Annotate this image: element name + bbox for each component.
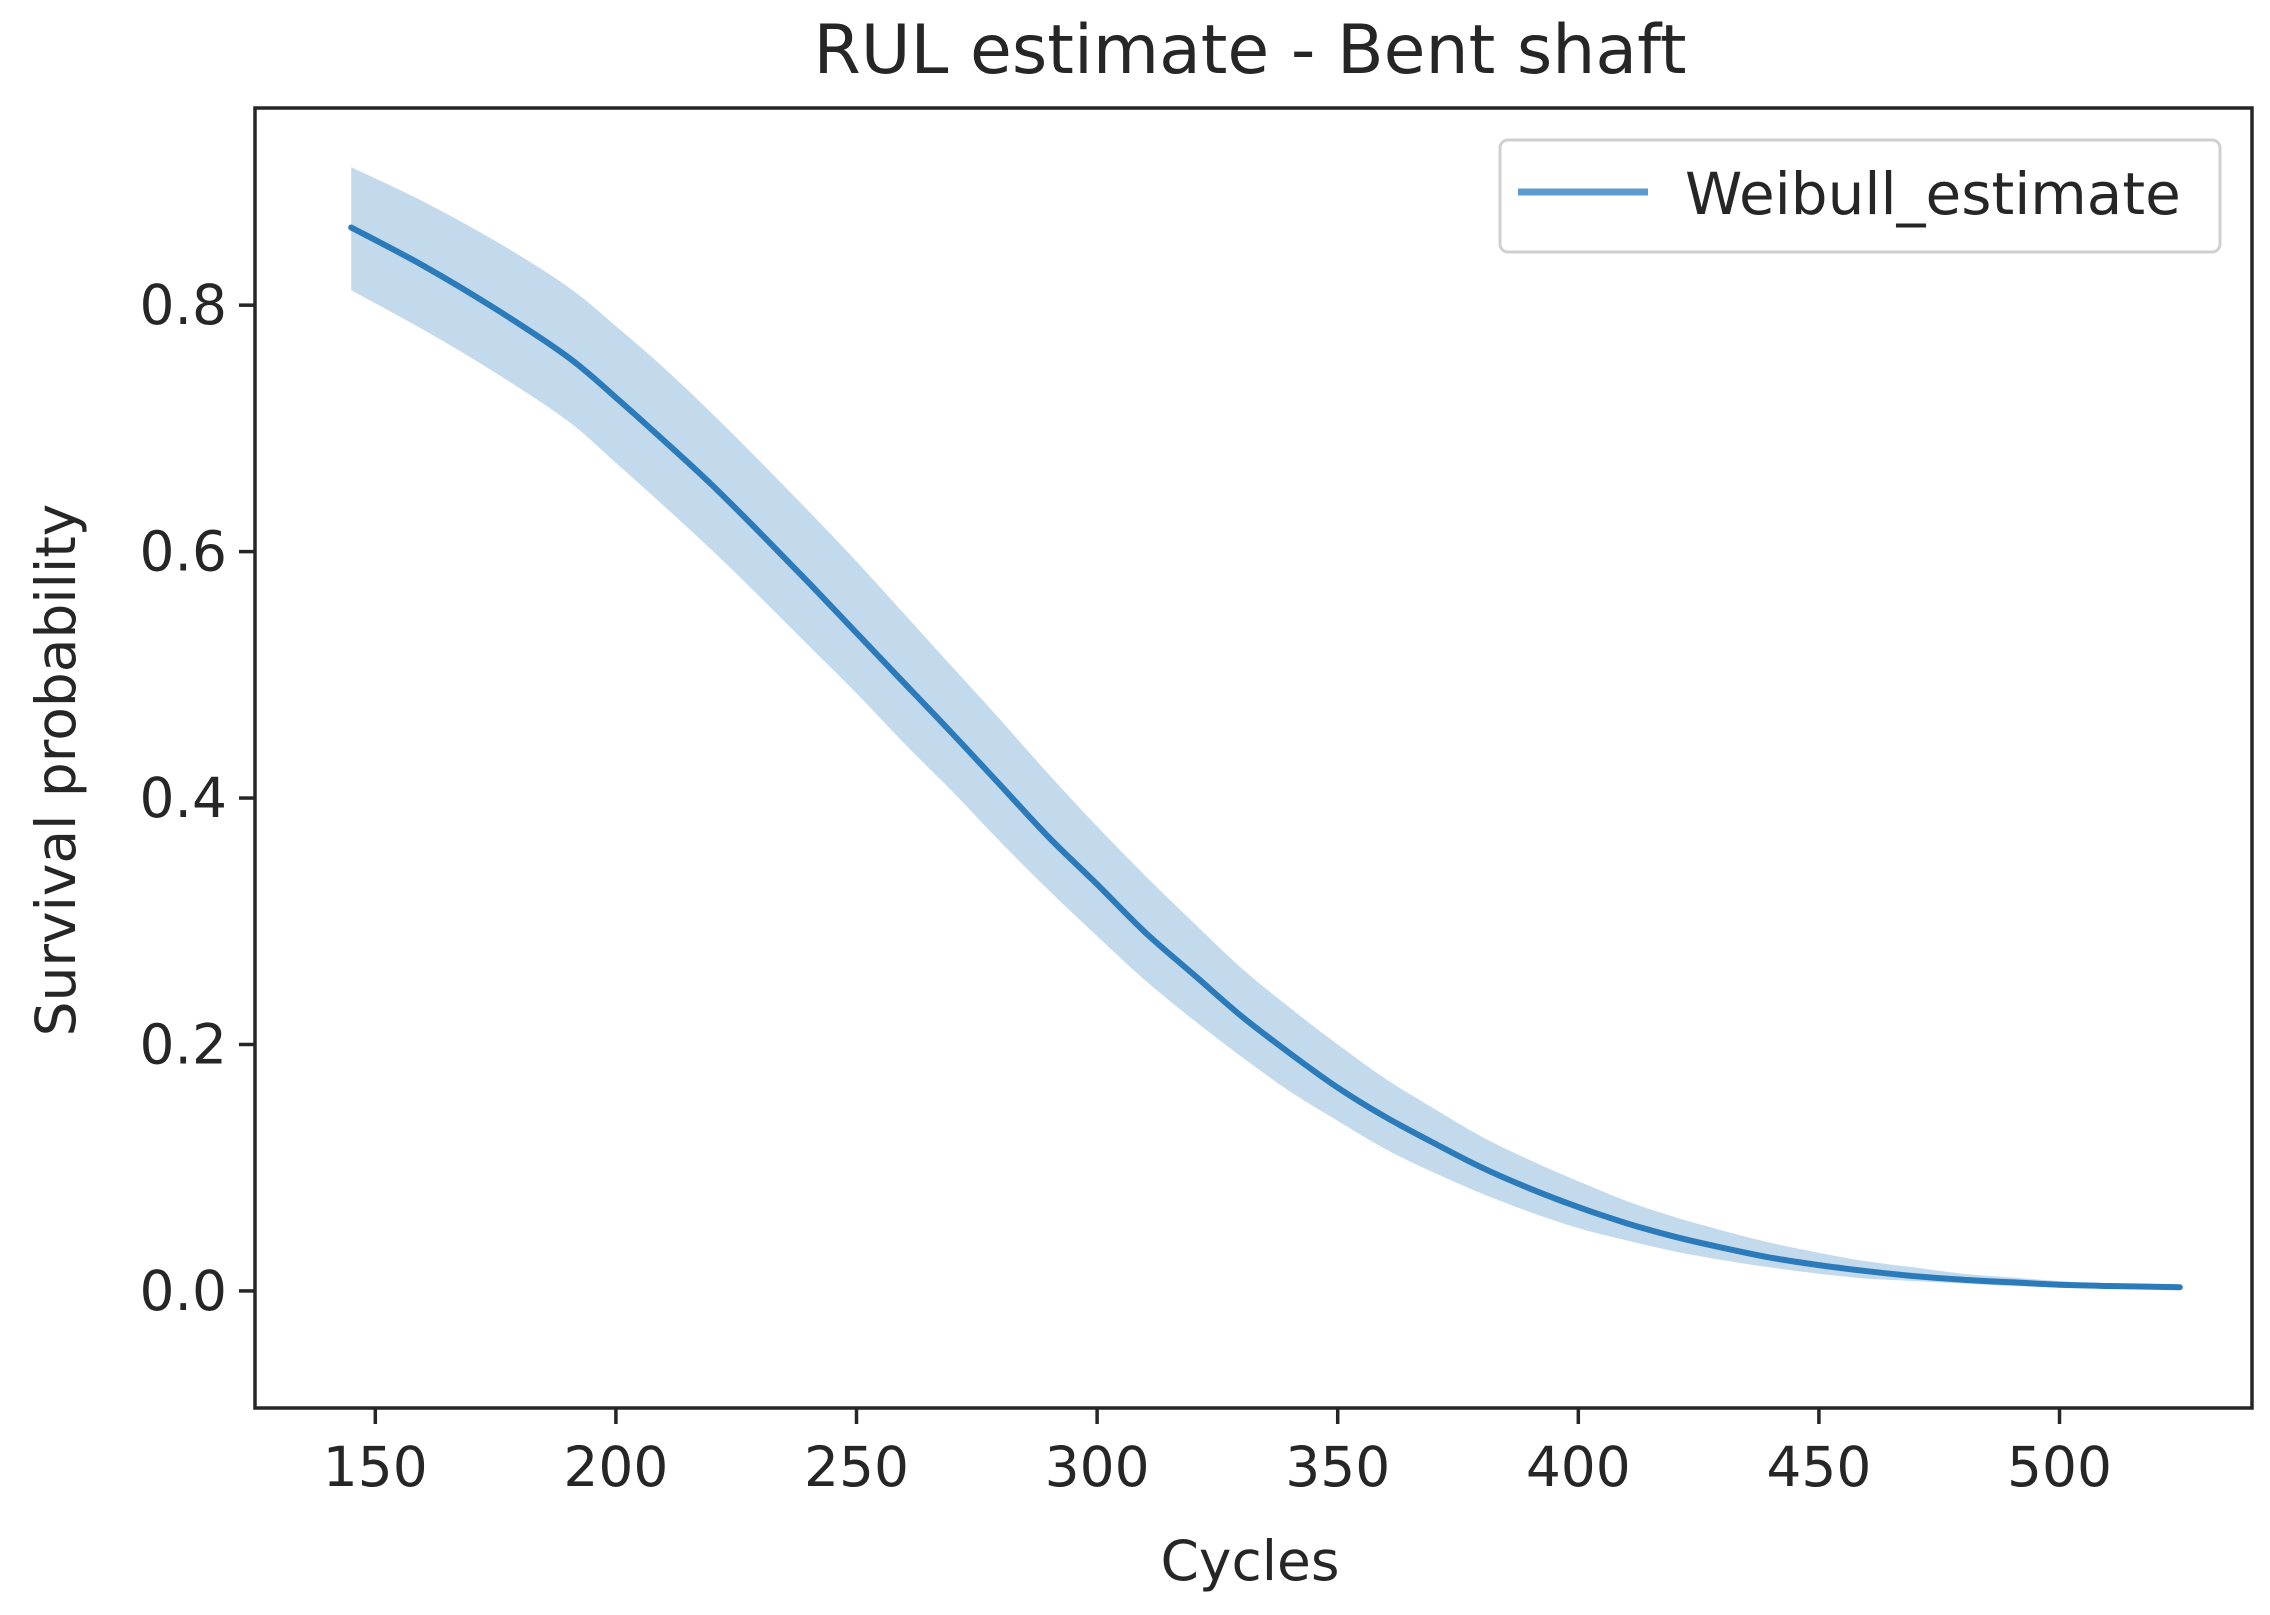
y-axis: 0.0 0.2 0.4 0.6 0.8	[140, 273, 255, 1323]
x-tick-label: 200	[563, 1435, 668, 1499]
legend-label-weibull-estimate: Weibull_estimate	[1685, 160, 2181, 228]
plot-frame	[253, 106, 2254, 1410]
confidence-band	[351, 167, 2180, 1290]
x-tick-label: 400	[1526, 1435, 1631, 1499]
x-tick-label: 150	[323, 1435, 428, 1499]
chart-title: RUL estimate - Bent shaft	[814, 11, 1687, 90]
y-tick-label: 0.2	[140, 1012, 227, 1076]
x-axis: 150 200 250 300 350 400 450 500	[323, 1408, 2112, 1499]
y-axis-label: Survival probability	[24, 504, 88, 1037]
y-tick-label: 0.6	[140, 520, 227, 584]
y-tick-label: 0.4	[140, 766, 227, 830]
legend: Weibull_estimate	[1498, 138, 2222, 254]
x-tick-label: 350	[1285, 1435, 1390, 1499]
x-tick-label: 300	[1045, 1435, 1150, 1499]
series-line-weibull-estimate	[348, 224, 2183, 1291]
y-tick-label: 0.8	[140, 273, 227, 337]
plot-area	[348, 167, 2183, 1291]
legend-box	[1498, 138, 2222, 254]
x-tick-label: 250	[804, 1435, 909, 1499]
x-tick-label: 450	[1766, 1435, 1871, 1499]
x-axis-label: Cycles	[1161, 1529, 1340, 1593]
x-tick-label: 500	[2007, 1435, 2112, 1499]
y-tick-label: 0.0	[140, 1259, 227, 1323]
